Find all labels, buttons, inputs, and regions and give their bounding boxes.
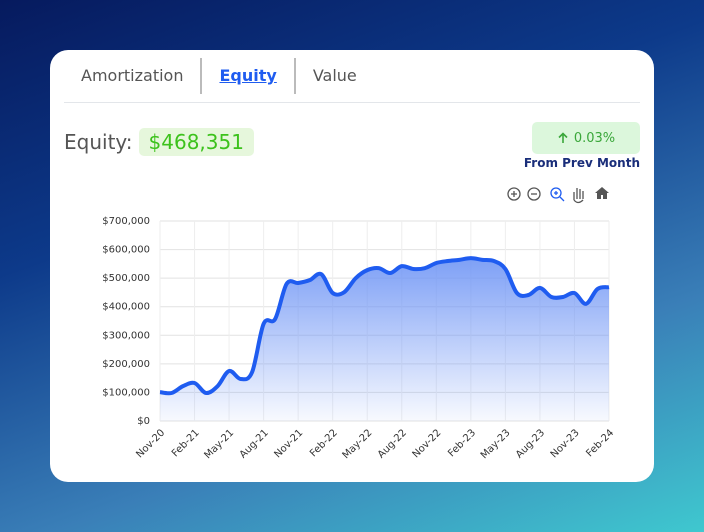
- change-badge: 0.03%: [532, 122, 640, 154]
- card: Amortization Equity Value Equity: $468,3…: [50, 50, 654, 482]
- arrow-up: [558, 132, 568, 143]
- x-tick-label: Nov-21: [272, 427, 305, 460]
- y-tick-label: $500,000: [102, 273, 150, 284]
- reset-button[interactable]: [595, 187, 609, 199]
- line: [159, 256, 610, 396]
- tab[interactable]: Amortization: [81, 66, 184, 85]
- x-tick-label: May-22: [341, 427, 375, 461]
- change-note: From Prev Month: [523, 156, 640, 170]
- change-value: 0.03%: [573, 130, 616, 146]
- y-tick-label: $300,000: [102, 330, 150, 341]
- equity-label: Equity:: [64, 130, 133, 154]
- x-tick-label: Nov-23: [549, 427, 582, 460]
- x-tick-label: Aug-21: [238, 427, 271, 460]
- x-tick-label: Aug-23: [514, 427, 547, 460]
- y-tick-label: $600,000: [102, 245, 150, 256]
- x-tick-label: Nov-20: [134, 427, 167, 460]
- chart: $0 $100,000 $200,000 $300,000 $400,000 $500,0…: [102, 187, 616, 461]
- x-tick-label: Feb-23: [446, 427, 478, 459]
- pan-button[interactable]: [573, 188, 584, 204]
- x-tick-label: Feb-21: [170, 427, 202, 459]
- x-tick-label: Feb-24: [584, 427, 616, 459]
- tabs: Amortization Equity Value: [64, 58, 640, 103]
- y-tick-label: $200,000: [102, 359, 150, 370]
- y-tick-label: $0: [137, 416, 150, 427]
- x-tick-label: May-21: [202, 427, 236, 461]
- zoom-in-button[interactable]: [507, 187, 521, 201]
- zoom-out-button[interactable]: [527, 187, 541, 201]
- y-tick-label: $700,000: [102, 216, 150, 227]
- zoom-button[interactable]: [550, 187, 565, 202]
- x-tick-label: Aug-22: [376, 427, 409, 460]
- area: [160, 258, 609, 421]
- tab[interactable]: Value: [293, 58, 374, 94]
- y-tick-label: $400,000: [102, 302, 150, 313]
- y-tick-label: $100,000: [102, 387, 150, 398]
- equity: Equity: $468,351: [64, 128, 254, 156]
- toolbar: [507, 187, 609, 204]
- x-tick-label: May-23: [479, 427, 513, 461]
- x-tick-label: Feb-22: [308, 427, 340, 459]
- x-tick-label: Nov-22: [411, 427, 444, 460]
- tab[interactable]: Equity: [200, 58, 293, 94]
- equity-value: $468,351: [138, 128, 254, 156]
